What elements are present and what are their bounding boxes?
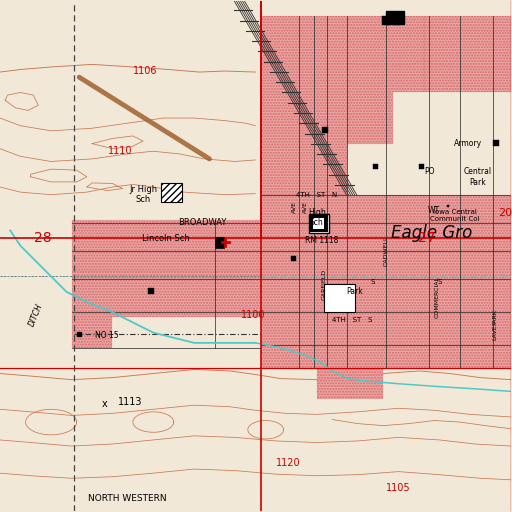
Text: Central
Park: Central Park [464,167,492,186]
Text: 4TH   ST   S: 4TH ST S [332,317,373,323]
Bar [393,16,400,25]
Bar [313,218,324,229]
Bar [310,215,328,232]
Text: High
Sch: High Sch [308,208,326,227]
Text: NO 15: NO 15 [95,331,119,339]
Text: Park: Park [347,287,364,296]
Text: NORTH WESTERN: NORTH WESTERN [89,494,167,503]
Text: S: S [437,279,442,285]
Text: Eagle Gro: Eagle Gro [391,224,473,242]
Text: LAVE: LAVE [492,325,497,340]
Text: RM 1118: RM 1118 [305,236,338,245]
Bar [419,164,424,169]
Text: AVE: AVE [303,201,308,214]
Polygon shape [72,220,261,271]
Text: COMMERCIAL: COMMERCIAL [434,276,439,318]
Text: x: x [102,399,108,409]
Bar [215,237,224,248]
Bar [309,214,329,233]
Text: PARK: PARK [492,309,497,325]
Text: AVE: AVE [292,201,297,214]
Text: Iowa Central
Communit Col: Iowa Central Communit Col [430,208,480,222]
Text: GARFIELD: GARFIELD [322,268,327,300]
Text: 1110: 1110 [108,146,132,156]
Polygon shape [72,271,261,348]
Bar [291,256,296,261]
Text: BROADWAY: BROADWAY [178,218,226,227]
Bar [325,284,355,312]
Text: 4TH   ST   N: 4TH ST N [296,191,337,198]
Text: S: S [371,279,375,285]
Text: 1105: 1105 [386,483,411,494]
Text: Lincoln Sch: Lincoln Sch [142,233,190,243]
Text: 1106: 1106 [133,66,158,76]
Text: WT: WT [428,205,440,215]
Bar [382,16,390,25]
Text: 20: 20 [498,207,512,218]
Bar [493,140,499,146]
Bar [322,127,328,133]
Text: DITCH: DITCH [27,302,45,328]
Polygon shape [424,16,511,93]
Polygon shape [261,195,511,399]
Bar [148,288,154,294]
Text: 1100: 1100 [241,310,265,320]
Text: Armory: Armory [454,139,482,148]
Text: 28: 28 [34,231,51,245]
Text: 1120: 1120 [276,458,301,468]
Bar [386,11,403,24]
Polygon shape [261,16,424,195]
Text: PO: PO [424,167,435,176]
Bar [447,205,449,207]
Text: 1113: 1113 [118,397,142,407]
Text: Jr High
Sch: Jr High Sch [129,185,157,204]
Text: CADWELL: CADWELL [383,236,388,266]
Bar [161,183,182,202]
Bar [373,164,378,169]
Text: 27: 27 [418,231,435,245]
